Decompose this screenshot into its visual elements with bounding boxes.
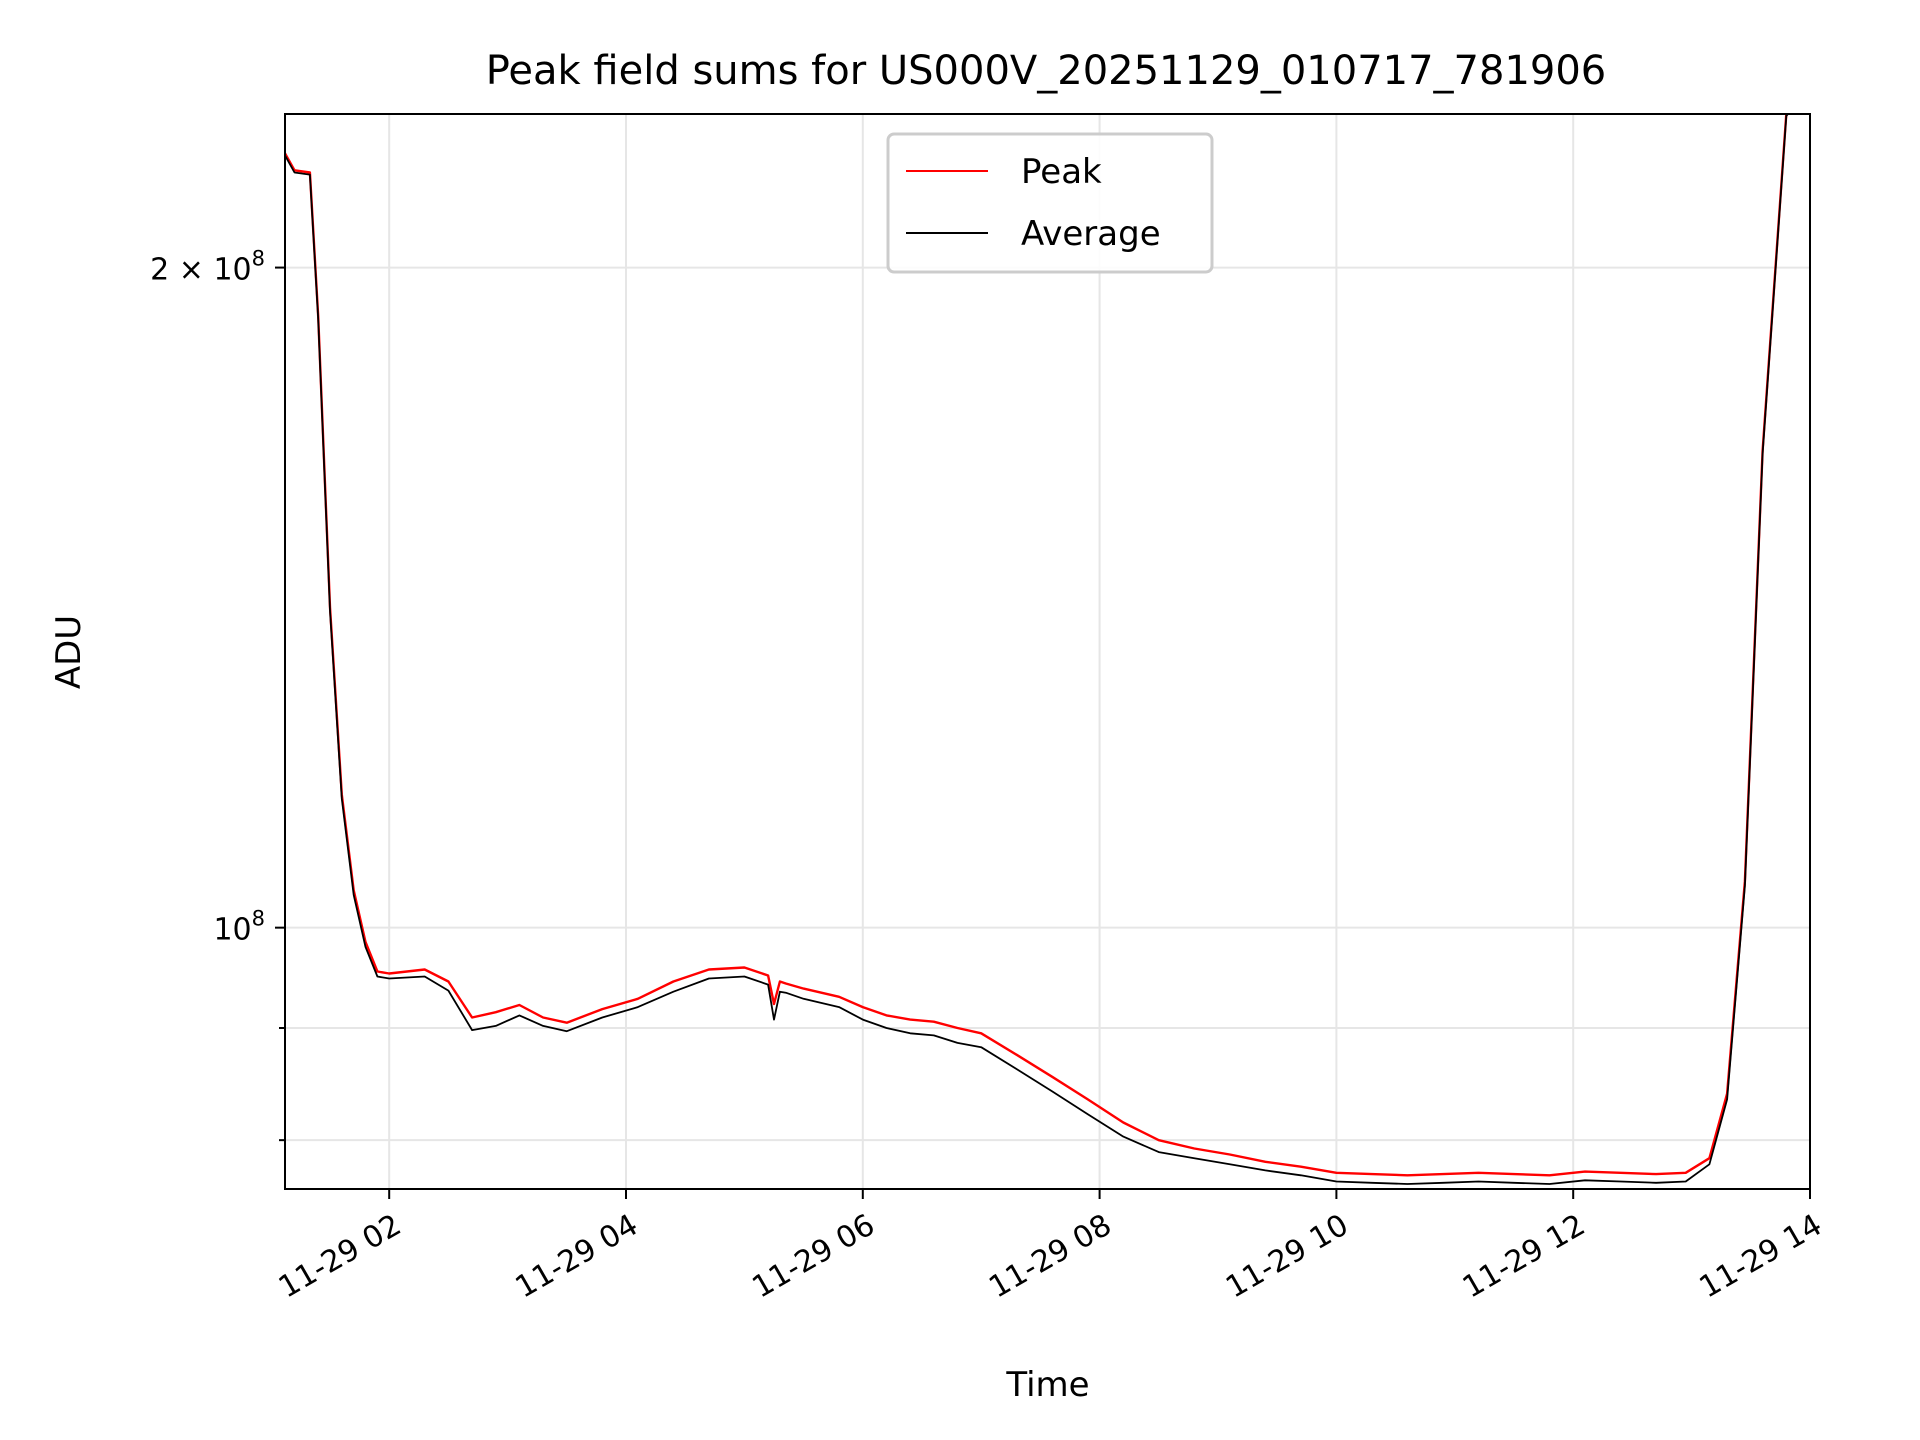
y-tick-label: 2 × 108 bbox=[150, 247, 265, 288]
legend: Peak Average bbox=[886, 132, 1214, 274]
series-line-peak bbox=[285, 114, 1788, 1177]
plot-area-frame bbox=[284, 113, 1811, 1190]
legend-average-label: Average bbox=[1021, 214, 1161, 254]
series-layer bbox=[285, 114, 1790, 1185]
grid-lines bbox=[285, 114, 1810, 1189]
series-line-average bbox=[285, 114, 1790, 1185]
legend-frame bbox=[886, 132, 1214, 274]
y-tick-multiplier: 2 × bbox=[150, 253, 213, 288]
y-tick-base: 10 bbox=[213, 253, 251, 288]
legend-peak-label: Peak bbox=[1021, 152, 1102, 192]
y-tick-exponent: 8 bbox=[252, 907, 265, 931]
y-tick-label: 108 bbox=[213, 907, 265, 948]
y-tick-base: 10 bbox=[213, 913, 251, 948]
x-axis-label: Time bbox=[1005, 1365, 1089, 1405]
y-tick-exponent: 8 bbox=[252, 247, 265, 271]
chart-title: Peak field sums for US000V_20251129_0107… bbox=[486, 48, 1607, 94]
y-axis-label: ADU bbox=[49, 615, 89, 689]
